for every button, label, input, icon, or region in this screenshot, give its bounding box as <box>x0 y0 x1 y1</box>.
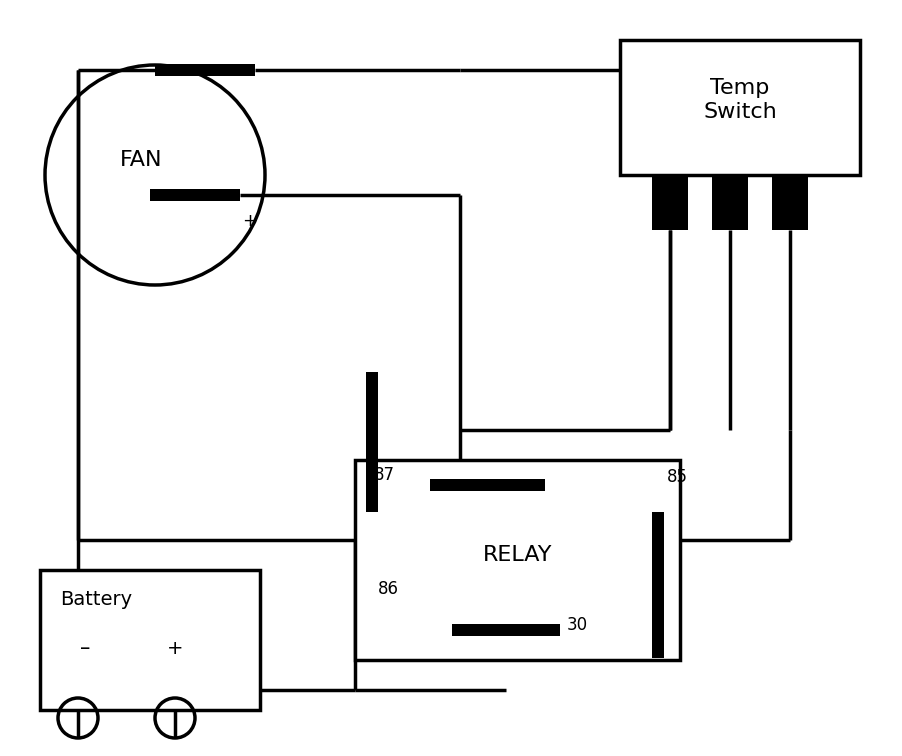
Text: +: + <box>242 212 257 230</box>
Bar <box>712 175 748 230</box>
Bar <box>772 175 808 230</box>
Bar <box>366 372 378 512</box>
Text: FAN: FAN <box>120 150 162 170</box>
Text: 30: 30 <box>567 616 588 634</box>
Bar <box>155 64 255 76</box>
Text: +: + <box>167 639 183 658</box>
Text: 87: 87 <box>374 466 395 484</box>
Bar <box>430 479 545 491</box>
Text: Temp
Switch: Temp Switch <box>704 79 777 122</box>
Bar <box>150 189 240 201</box>
Text: 85: 85 <box>667 468 688 486</box>
Bar <box>40 570 260 710</box>
Bar <box>620 40 860 175</box>
Text: –: – <box>79 638 90 658</box>
Text: 86: 86 <box>378 580 399 598</box>
Text: RELAY: RELAY <box>483 545 553 565</box>
Bar <box>652 512 664 658</box>
Bar <box>355 460 680 660</box>
Bar <box>652 175 688 230</box>
Bar <box>452 624 560 636</box>
Text: Battery: Battery <box>60 590 132 609</box>
